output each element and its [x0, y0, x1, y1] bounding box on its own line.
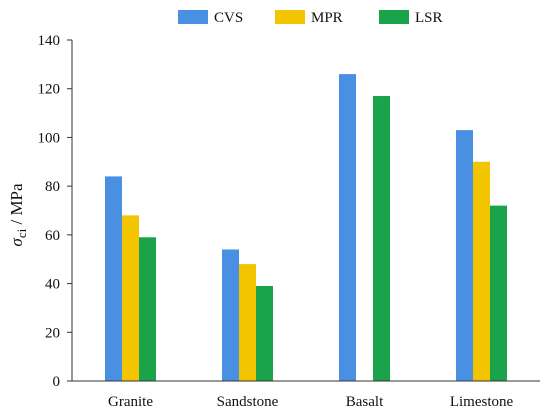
- legend-label-mpr: MPR: [311, 10, 343, 26]
- y-tick-label: 60: [45, 228, 60, 244]
- x-category-label: Limestone: [450, 394, 514, 410]
- y-axis-unit: / MPa: [7, 183, 26, 229]
- y-axis-subscript: ci: [14, 228, 29, 238]
- bar-cvs-limestone: [456, 130, 473, 381]
- y-tick-label: 80: [45, 179, 60, 195]
- legend-label-lsr: LSR: [415, 10, 443, 26]
- bar-lsr-basalt: [373, 96, 390, 382]
- bar-cvs-basalt: [339, 74, 356, 381]
- y-tick-label: 140: [38, 33, 61, 49]
- y-axis-symbol: σ: [7, 238, 26, 247]
- bar-lsr-limestone: [490, 205, 507, 381]
- legend-swatch-cvs: [178, 10, 208, 24]
- y-tick-label: 20: [45, 325, 60, 341]
- bar-cvs-sandstone: [222, 249, 239, 381]
- y-tick-label: 100: [38, 130, 61, 146]
- category-labels: Granite Sandstone Basalt Limestone: [108, 394, 513, 410]
- bar-mpr-limestone: [473, 161, 490, 381]
- legend-label-cvs: CVS: [214, 10, 243, 26]
- y-axis-ticks: 0 20 40 60 80 100 120 140: [38, 33, 72, 390]
- x-category-label: Basalt: [346, 394, 384, 410]
- y-tick-label: 40: [45, 277, 60, 293]
- x-category-label: Granite: [108, 394, 153, 410]
- legend: CVS MPR LSR: [178, 10, 443, 26]
- bar-cvs-granite: [105, 176, 122, 381]
- bar-lsr-granite: [139, 237, 156, 381]
- legend-swatch-lsr: [379, 10, 409, 24]
- bar-lsr-sandstone: [256, 286, 273, 381]
- y-axis-title: σci / MPa: [7, 183, 29, 247]
- legend-swatch-mpr: [275, 10, 305, 24]
- bar-mpr-granite: [122, 215, 139, 381]
- x-category-label: Sandstone: [217, 394, 279, 410]
- y-tick-label: 0: [53, 374, 61, 390]
- bar-mpr-sandstone: [239, 264, 256, 381]
- bars: [105, 74, 507, 382]
- y-tick-label: 120: [38, 82, 61, 98]
